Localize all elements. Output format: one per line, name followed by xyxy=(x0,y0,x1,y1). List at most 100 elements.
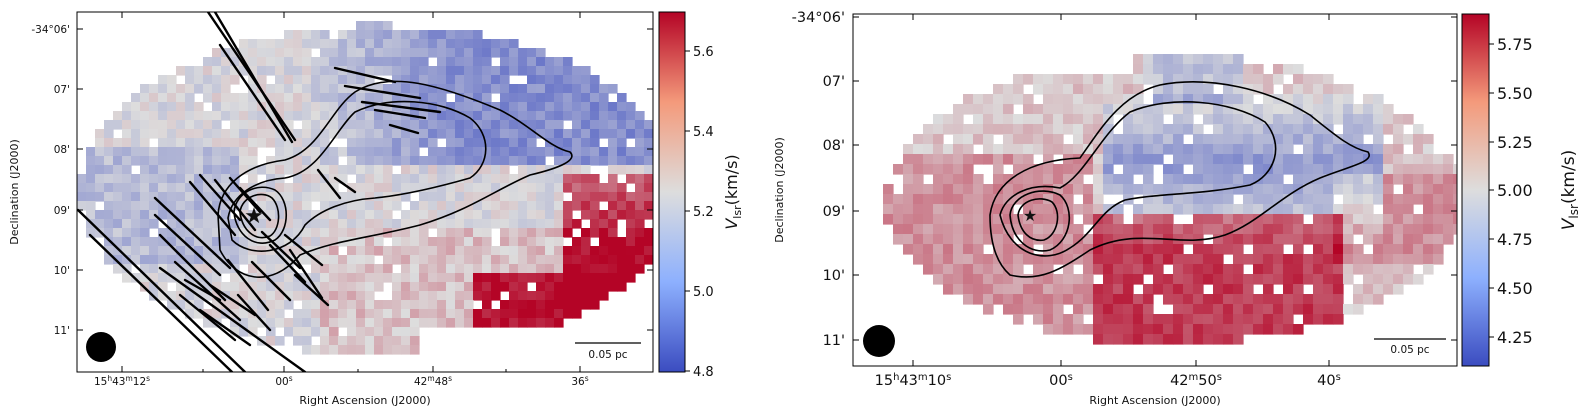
velocity-pixel xyxy=(500,174,510,184)
velocity-pixel xyxy=(419,282,429,292)
velocity-pixel xyxy=(1373,194,1384,205)
velocity-pixel xyxy=(374,345,384,355)
left-y-axis-label: Declination (J2000) xyxy=(8,139,21,245)
velocity-pixel xyxy=(1073,314,1084,325)
velocity-pixel xyxy=(1363,234,1374,245)
velocity-pixel xyxy=(293,102,303,112)
velocity-pixel xyxy=(536,129,546,139)
velocity-pixel xyxy=(464,147,474,157)
velocity-pixel xyxy=(203,246,213,256)
velocity-pixel xyxy=(563,165,573,175)
velocity-pixel xyxy=(311,75,321,85)
velocity-pixel xyxy=(311,318,321,328)
velocity-pixel xyxy=(104,192,114,202)
velocity-pixel xyxy=(973,124,984,135)
velocity-pixel xyxy=(383,174,393,184)
velocity-pixel xyxy=(554,255,564,265)
velocity-pixel xyxy=(1273,294,1284,305)
velocity-pixel xyxy=(1223,284,1234,295)
velocity-pixel xyxy=(104,129,114,139)
velocity-pixel xyxy=(320,300,330,310)
velocity-pixel xyxy=(491,318,501,328)
velocity-pixel xyxy=(1123,144,1134,155)
right-colorbar-tick-label: 4.50 xyxy=(1497,279,1533,298)
velocity-pixel xyxy=(1313,84,1324,95)
velocity-pixel xyxy=(1363,224,1374,235)
velocity-pixel xyxy=(635,228,645,238)
velocity-pixel xyxy=(500,273,510,283)
velocity-pixel xyxy=(509,120,519,130)
velocity-pixel xyxy=(1123,294,1134,305)
right-colorbar-tick-label: 4.75 xyxy=(1497,230,1533,249)
velocity-pixel xyxy=(473,318,483,328)
velocity-pixel xyxy=(1223,104,1234,115)
velocity-pixel xyxy=(590,228,600,238)
velocity-pixel xyxy=(1103,294,1114,305)
velocity-pixel xyxy=(518,246,528,256)
velocity-pixel xyxy=(455,300,465,310)
velocity-pixel xyxy=(455,147,465,157)
velocity-pixel xyxy=(194,129,204,139)
velocity-pixel xyxy=(973,114,984,125)
velocity-pixel xyxy=(1193,254,1204,265)
velocity-pixel xyxy=(302,345,312,355)
velocity-pixel xyxy=(1433,234,1444,245)
velocity-pixel xyxy=(933,114,944,125)
velocity-pixel xyxy=(1203,294,1214,305)
velocity-pixel xyxy=(536,282,546,292)
velocity-pixel xyxy=(1443,214,1454,225)
velocity-pixel xyxy=(1373,244,1384,255)
velocity-pixel xyxy=(1313,134,1324,145)
velocity-pixel xyxy=(1263,144,1274,155)
velocity-pixel xyxy=(284,30,294,40)
velocity-pixel xyxy=(1093,254,1104,265)
velocity-pixel xyxy=(953,174,964,185)
velocity-pixel xyxy=(1293,164,1304,175)
velocity-pixel xyxy=(626,264,636,274)
velocity-pixel xyxy=(374,228,384,238)
velocity-pixel xyxy=(1253,324,1264,335)
velocity-pixel xyxy=(536,120,546,130)
velocity-pixel xyxy=(1273,224,1284,235)
left-y-tick-label: 09' xyxy=(54,205,70,217)
velocity-pixel xyxy=(500,57,510,67)
velocity-pixel xyxy=(284,219,294,229)
velocity-pixel xyxy=(1423,224,1434,235)
velocity-pixel xyxy=(1423,144,1434,155)
velocity-pixel xyxy=(1403,154,1414,165)
velocity-pixel xyxy=(392,111,402,121)
velocity-pixel xyxy=(482,201,492,211)
velocity-pixel xyxy=(329,291,339,301)
velocity-pixel xyxy=(176,138,186,148)
velocity-pixel xyxy=(1003,94,1014,105)
velocity-pixel xyxy=(527,246,537,256)
velocity-pixel xyxy=(1123,134,1134,145)
velocity-pixel xyxy=(1163,244,1174,255)
velocity-pixel xyxy=(212,93,222,103)
velocity-pixel xyxy=(1293,94,1304,105)
velocity-pixel xyxy=(1353,214,1364,225)
velocity-pixel xyxy=(1113,334,1124,345)
velocity-pixel xyxy=(284,327,294,337)
velocity-pixel xyxy=(1033,254,1044,265)
velocity-pixel xyxy=(203,210,213,220)
velocity-pixel xyxy=(1043,174,1054,185)
left-polarization-segments xyxy=(77,12,442,372)
velocity-pixel xyxy=(1413,164,1424,175)
velocity-pixel xyxy=(149,237,159,247)
left-colorbar-tick-label: 5.6 xyxy=(693,45,714,60)
left-x-tick-label: 36s xyxy=(571,374,588,388)
velocity-pixel xyxy=(1163,314,1174,325)
velocity-pixel xyxy=(518,156,528,166)
velocity-pixel xyxy=(993,234,1004,245)
velocity-pixel xyxy=(428,138,438,148)
velocity-pixel xyxy=(347,228,357,238)
velocity-pixel xyxy=(1053,254,1064,265)
velocity-pixel xyxy=(140,264,150,274)
velocity-pixel xyxy=(347,183,357,193)
velocity-pixel xyxy=(1283,64,1294,75)
velocity-pixel xyxy=(185,165,195,175)
velocity-pixel xyxy=(1043,304,1054,315)
velocity-pixel xyxy=(374,147,384,157)
velocity-pixel xyxy=(365,228,375,238)
